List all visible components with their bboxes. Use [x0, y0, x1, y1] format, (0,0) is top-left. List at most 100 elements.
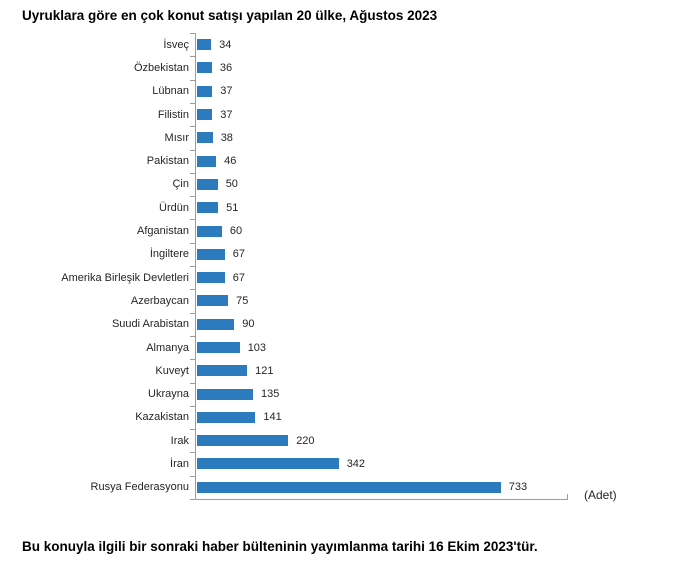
value-label: 37 [220, 85, 233, 98]
axis-tick [190, 33, 195, 34]
bar-row: Amerika Birleşik Devletleri 67 [0, 266, 676, 289]
axis-tick [190, 79, 195, 81]
value-label: 36 [219, 61, 233, 74]
category-label: Ürdün [159, 201, 189, 214]
bar [197, 132, 213, 144]
bar-row: Kuveyt 121 [0, 359, 676, 382]
bar-row: Almanya 103 [0, 336, 676, 359]
x-axis-line [195, 499, 568, 500]
category-label: Rusya Federasyonu [90, 481, 189, 494]
axis-tick [190, 359, 195, 361]
value-label: 37 [220, 108, 233, 121]
value-label: 51 [226, 201, 239, 214]
value-label: 46 [224, 155, 237, 168]
category-label: Afganistan [137, 225, 189, 238]
chart-title: Uyruklara göre en çok konut satışı yapıl… [22, 8, 438, 23]
axis-tick [190, 149, 195, 151]
bar [197, 178, 218, 190]
axis-tick [190, 219, 195, 221]
axis-tick [190, 196, 195, 198]
axis-tick [190, 126, 195, 128]
bar [197, 342, 240, 353]
bar-row: Pakistan 46 [0, 149, 676, 172]
bar [197, 388, 253, 400]
bar [197, 295, 229, 307]
axis-tick [190, 382, 195, 384]
axis-tick [190, 475, 195, 477]
value-label: 50 [225, 178, 238, 191]
bar-row: Filistin 37 [0, 103, 676, 126]
bar [197, 481, 501, 493]
category-label: İran [170, 457, 189, 470]
bar [197, 318, 235, 330]
bar-row: Kazakistan 141 [0, 406, 676, 429]
axis-tick [190, 335, 195, 337]
bar [197, 225, 222, 237]
bar-row: Rusya Federasyonu 733 [0, 476, 676, 499]
value-label: 220 [296, 434, 315, 447]
value-label: 60 [229, 225, 243, 238]
category-label: Mısır [164, 131, 189, 144]
bar-row: Özbekistan 36 [0, 56, 676, 79]
value-label: 135 [261, 388, 280, 401]
value-label: 121 [255, 364, 274, 377]
category-label: Kazakistan [135, 411, 189, 424]
axis-tick [190, 499, 195, 500]
value-label: 103 [247, 341, 267, 354]
axis-tick [190, 56, 195, 58]
value-label: 90 [242, 318, 255, 331]
value-label: 141 [263, 411, 282, 424]
category-label: Filistin [157, 108, 189, 121]
bar-row: Ukrayna 135 [0, 382, 676, 405]
category-label: Suudi Arabistan [111, 318, 189, 331]
value-label: 75 [236, 294, 249, 307]
plot-area: İsveç 34 Özbekistan 36 Lübnan 37 Filistin 37 Mıs… [0, 33, 676, 499]
bar-chart: İsveç 34 Özbekistan 36 Lübnan 37 Filistin 37 Mıs… [0, 33, 676, 502]
category-label: Irak [170, 434, 189, 447]
x-axis-end-tick [567, 494, 568, 500]
axis-tick [190, 242, 195, 244]
axis-tick [190, 429, 195, 431]
category-label: Özbekistan [133, 61, 189, 74]
bar [197, 109, 213, 121]
category-label: Lübnan [152, 85, 189, 98]
bar [197, 365, 248, 377]
bar-row: Afganistan 60 [0, 219, 676, 242]
bar [197, 248, 225, 260]
axis-tick [190, 452, 195, 454]
y-axis-line [195, 33, 196, 499]
category-label: Almanya [146, 341, 189, 354]
axis-tick [190, 289, 195, 291]
category-label: Pakistan [146, 155, 189, 168]
bar-row: Mısır 38 [0, 126, 676, 149]
bar [197, 458, 339, 470]
value-label: 67 [232, 248, 246, 261]
bar [197, 62, 212, 74]
bar-row: Irak 220 [0, 429, 676, 452]
value-label: 34 [219, 38, 232, 51]
category-label: Çin [172, 178, 189, 191]
unit-label: (Adet) [584, 488, 617, 502]
value-label: 342 [346, 457, 366, 470]
category-label: İngiltere [149, 248, 189, 261]
bar-row: Lübnan 37 [0, 80, 676, 103]
value-label: 67 [232, 271, 246, 284]
bar-row: İngiltere 67 [0, 243, 676, 266]
category-label: Amerika Birleşik Devletleri [61, 271, 189, 284]
bar-row: İran 342 [0, 452, 676, 475]
bar [197, 155, 217, 167]
bar-row: İsveç 34 [0, 33, 676, 56]
bar [197, 272, 225, 284]
bar [197, 39, 212, 51]
value-label: 733 [508, 481, 528, 494]
category-label: Ukrayna [148, 388, 189, 401]
footer-note: Bu konuyla ilgili bir sonraki haber bült… [22, 539, 538, 554]
bar [197, 411, 256, 423]
bar-row: Ürdün 51 [0, 196, 676, 219]
category-label: Kuveyt [155, 364, 189, 377]
bar [197, 85, 213, 97]
axis-tick [190, 405, 195, 407]
category-label: Azerbaycan [130, 294, 189, 307]
bar [197, 202, 219, 214]
